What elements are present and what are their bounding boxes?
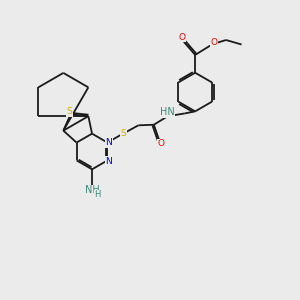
Text: O: O [178, 33, 186, 42]
Text: N: N [106, 138, 112, 147]
Text: NH: NH [85, 185, 99, 195]
Text: O: O [158, 139, 165, 148]
Text: O: O [210, 38, 217, 47]
Text: HN: HN [160, 107, 174, 117]
Text: N: N [106, 157, 112, 166]
Text: S: S [121, 129, 126, 138]
Text: H: H [94, 190, 101, 199]
Text: S: S [66, 107, 72, 116]
